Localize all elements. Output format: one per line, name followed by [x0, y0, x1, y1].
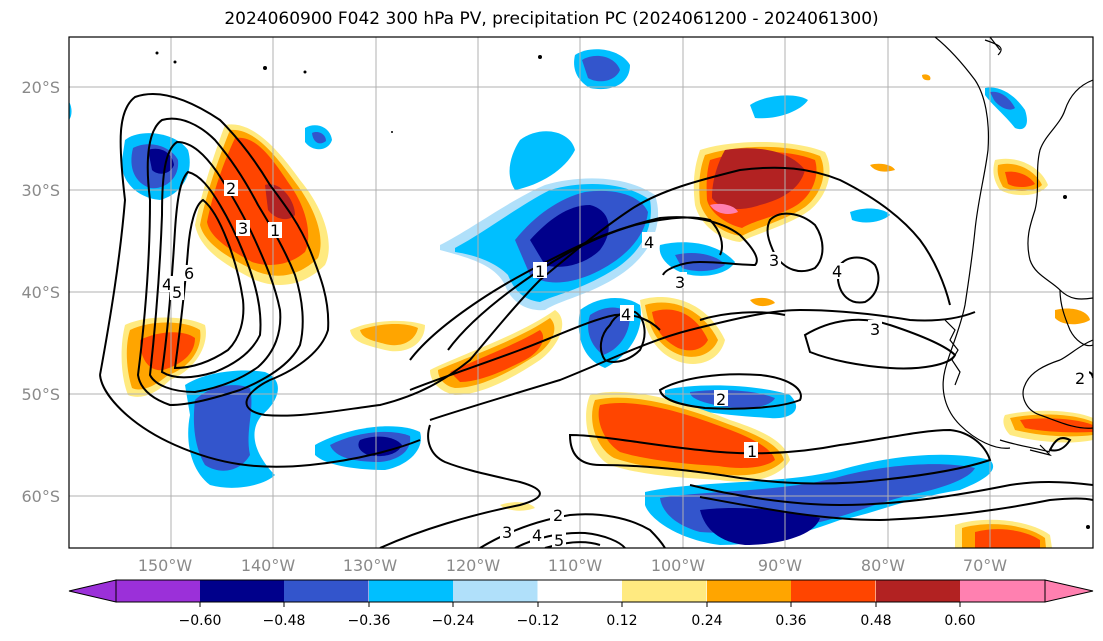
colorbar-tick-label: 0.24	[691, 613, 722, 629]
contour-label: 3	[769, 251, 779, 270]
lat-label: 50°S	[21, 385, 60, 404]
colorbar-high-extend	[1044, 579, 1094, 603]
contour-label: 4	[644, 233, 654, 252]
colorbar-bin	[960, 580, 1045, 602]
latitude-labels: 20°S 30°S 40°S 50°S 60°S	[21, 78, 60, 506]
colorbar-bin	[622, 580, 707, 602]
lat-label: 30°S	[21, 181, 60, 200]
map-frame	[68, 36, 1094, 549]
colorbar-bin	[369, 580, 454, 602]
colorbar-frame	[115, 579, 1046, 603]
colorbar-tick-label: 0.48	[860, 613, 891, 629]
lon-label: 120°W	[446, 556, 501, 575]
coastline	[934, 37, 1093, 457]
colorbar-bin	[453, 580, 538, 602]
contour-label: 5	[172, 283, 182, 302]
precipitation-field	[69, 49, 1093, 548]
lat-label: 40°S	[21, 283, 60, 302]
lat-label: 60°S	[21, 487, 60, 506]
lon-label: 140°W	[241, 556, 296, 575]
longitude-labels: 150°W 140°W 130°W 120°W 110°W 100°W 90°W…	[138, 556, 1007, 575]
colorbar-bin	[284, 580, 369, 602]
colorbar-bin	[116, 580, 201, 602]
contour-label: 2	[226, 179, 236, 198]
contour-label: 1	[270, 221, 280, 240]
graticule	[69, 37, 1093, 548]
contour-label: 1	[535, 262, 545, 281]
colorbar-bin	[200, 580, 285, 602]
colorbar-bin	[791, 580, 876, 602]
contour-label: 1	[747, 442, 757, 461]
lat-label: 20°S	[21, 78, 60, 97]
lon-label: 90°W	[758, 556, 802, 575]
contour-label: 4	[621, 305, 631, 324]
lon-label: 110°W	[548, 556, 603, 575]
colorbar-tick-label: 0.12	[606, 613, 637, 629]
map-title: 2024060900 F042 300 hPa PV, precipitatio…	[224, 9, 879, 29]
contour-label: 3	[238, 219, 248, 238]
contour-label: 6	[184, 264, 194, 283]
lon-label: 150°W	[138, 556, 193, 575]
lon-label: 100°W	[651, 556, 706, 575]
colorbar: −0.60 −0.48 −0.36 −0.24 −0.12 0.12 0.24 …	[68, 579, 1094, 629]
colorbar-ticks	[199, 602, 961, 607]
colorbar-bin	[538, 580, 623, 602]
contour-label: 4	[162, 275, 172, 294]
lon-label: 70°W	[963, 556, 1007, 575]
contour-label: 3	[502, 523, 512, 542]
lon-label: 80°W	[861, 556, 905, 575]
contour-label: 4	[532, 526, 542, 545]
contour-label: 2	[1075, 369, 1085, 388]
colorbar-tick-label: −0.36	[348, 613, 391, 629]
contour-label: 4	[832, 262, 842, 281]
colorbar-low-extend	[68, 579, 117, 603]
contour-label: 2	[553, 506, 563, 525]
colorbar-tick-label: −0.24	[432, 613, 475, 629]
map-panel: 1 2 3 4 5 6 1 2 3 4 1 2 3 4	[69, 37, 1093, 550]
colorbar-bin	[876, 580, 961, 602]
colorbar-tick-label: 0.60	[944, 613, 975, 629]
contour-label: 2	[716, 390, 726, 409]
contour-label-set: 1 2 3 4 5 6 1 2 3 4 1 2 3 4	[162, 179, 1086, 550]
colorbar-tick-label: −0.60	[179, 613, 222, 629]
negative-anomaly-region	[69, 49, 1027, 545]
colorbar-bin	[707, 580, 792, 602]
colorbar-tick-label: −0.12	[517, 613, 560, 629]
contour-label: 5	[554, 531, 564, 550]
contour-label: 3	[675, 273, 685, 292]
contour-label: 3	[870, 320, 880, 339]
colorbar-tick-label: −0.48	[263, 613, 306, 629]
colorbar-tick-label: 0.36	[775, 613, 806, 629]
lon-label: 130°W	[343, 556, 398, 575]
